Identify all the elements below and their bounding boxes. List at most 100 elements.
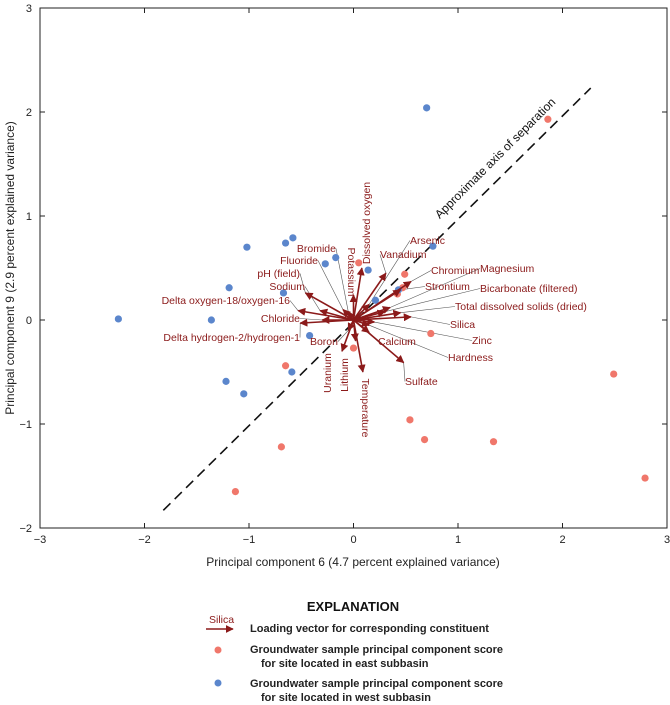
- vector-label: Calcium: [378, 336, 416, 348]
- label-leader-line: [337, 330, 349, 342]
- label-leader-line: [317, 260, 344, 310]
- east-sample-point: [231, 488, 240, 496]
- east-sample-point: [277, 443, 285, 451]
- west-sample-point: [321, 260, 329, 268]
- x-tick-label: −3: [34, 534, 47, 546]
- west-sample-point: [281, 239, 290, 247]
- vector-label: Fluoride: [280, 255, 318, 267]
- vector-label: Bromide: [297, 243, 336, 255]
- x-tick-label: 1: [455, 534, 461, 546]
- y-tick-label: −2: [19, 523, 32, 535]
- legend-west-marker: [214, 679, 222, 687]
- y-tick-label: 1: [26, 211, 32, 223]
- vector-label: Sodium: [269, 281, 305, 293]
- west-sample-point: [332, 254, 340, 262]
- loading-vector: [353, 319, 370, 334]
- vector-label: Uranium: [322, 353, 334, 393]
- legend-vector-text: Loading vector for corresponding constit…: [250, 623, 489, 635]
- west-sample-point: [364, 266, 372, 274]
- legend-west-text-1: Groundwater sample principal component s…: [250, 678, 503, 690]
- west-sample-point: [222, 377, 230, 385]
- label-leader-line: [369, 324, 449, 358]
- loading-vector: [347, 319, 356, 332]
- east-sample-point: [641, 474, 649, 482]
- vector-label: Boron: [310, 336, 338, 348]
- vector-label: Strontium: [425, 281, 470, 293]
- west-sample-point: [306, 332, 314, 340]
- y-tick-label: 0: [26, 315, 32, 327]
- x-tick-label: −1: [243, 534, 256, 546]
- y-tick-label: −1: [19, 419, 32, 431]
- west-sample-point: [371, 296, 380, 304]
- x-tick-label: −2: [138, 534, 151, 546]
- x-tick-label: 3: [664, 534, 670, 546]
- y-tick-label: 3: [26, 3, 32, 15]
- loading-vector: [353, 289, 402, 321]
- separation-axis-label-part1: Approximate: [432, 161, 492, 221]
- vector-label: pH (field): [257, 268, 300, 280]
- west-sample-point: [289, 234, 297, 242]
- vector-label: Arsenic: [410, 235, 445, 247]
- west-sample-point: [429, 242, 437, 250]
- label-leader-line: [299, 318, 323, 321]
- vector-label: Sulfate: [405, 376, 438, 388]
- legend: EXPLANATION Silica Loading vector for co…: [206, 599, 503, 704]
- label-leader-line: [389, 268, 481, 308]
- legend-west-text-2: for site located in west subbasin: [261, 692, 431, 704]
- loading-vector: [352, 272, 387, 321]
- legend-title: EXPLANATION: [307, 599, 399, 614]
- east-sample-point: [610, 370, 618, 378]
- vector-label: Delta oxygen-18/oxygen-16: [162, 295, 291, 307]
- vector-label: Temperature: [359, 379, 371, 438]
- east-sample-point: [489, 438, 498, 446]
- x-tick-label: 2: [559, 534, 565, 546]
- x-axis-title: Principal component 6 (4.7 percent expla…: [206, 555, 500, 569]
- label-leader-line: [304, 286, 321, 311]
- label-leader-line: [384, 288, 481, 312]
- east-sample-point: [349, 344, 358, 352]
- west-sample-point: [288, 368, 296, 376]
- label-leader-line: [400, 306, 456, 314]
- separation-axis-label: Approximate axis of separation: [432, 95, 558, 221]
- label-leader-line: [379, 254, 387, 274]
- legend-east-text-2: for site located in east subbasin: [261, 658, 429, 670]
- west-sample-point: [240, 390, 248, 398]
- east-sample-point: [401, 270, 409, 278]
- vector-label: Dissolved oxygen: [361, 182, 373, 264]
- loading-vector: [350, 319, 359, 342]
- label-leader-line: [368, 240, 411, 305]
- vector-label: Zinc: [472, 335, 492, 347]
- vector-label: Lithium: [339, 358, 351, 392]
- west-sample-point: [243, 243, 251, 251]
- legend-vector-sample-label: Silica: [209, 614, 234, 626]
- vector-label: Chloride: [261, 313, 300, 325]
- east-sample-point: [355, 259, 363, 267]
- vector-label: Potassium: [345, 247, 357, 296]
- loading-vector: [353, 319, 370, 327]
- x-tick-label: 0: [350, 534, 356, 546]
- y-axis-title: Principal component 9 (2.9 percent expla…: [3, 121, 17, 415]
- label-leader-line: [410, 316, 451, 325]
- y-tick-label: 2: [26, 107, 32, 119]
- separation-axis-line: [162, 87, 592, 511]
- label-leader-line: [374, 321, 473, 341]
- east-sample-point: [420, 436, 429, 444]
- vector-label: Silica: [450, 319, 475, 331]
- east-sample-point: [427, 329, 435, 338]
- separation-axis-label-part2: axis of separation: [482, 95, 558, 171]
- loading-vector: [347, 311, 356, 321]
- vector-label: Delta hydrogen-2/hydrogen-1: [163, 332, 300, 344]
- vector-label: Magnesium: [480, 263, 535, 275]
- vector-label: Chromium: [431, 265, 480, 277]
- label-leader-line: [299, 273, 306, 294]
- legend-east-marker: [214, 646, 222, 654]
- label-leader-line: [410, 270, 432, 282]
- east-sample-point: [406, 416, 414, 424]
- east-sample-point: [544, 115, 552, 123]
- vector-label: Hardness: [448, 352, 493, 364]
- vector-label: Total dissolved solids (dried): [455, 301, 587, 313]
- label-leader-line: [289, 300, 299, 311]
- east-sample-point: [281, 362, 290, 370]
- legend-east-text-1: Groundwater sample principal component s…: [250, 644, 503, 656]
